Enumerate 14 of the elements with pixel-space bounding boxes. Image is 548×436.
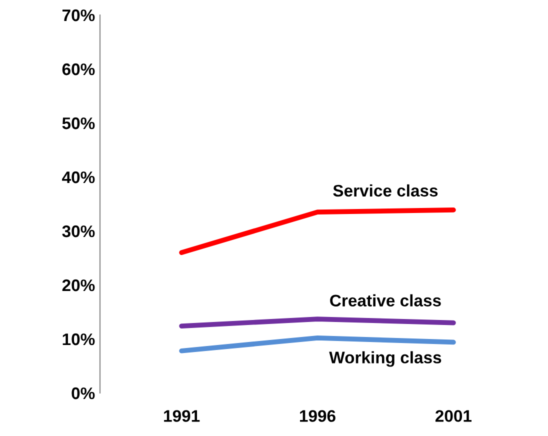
y-tick-label: 60% — [62, 63, 95, 76]
y-tick-label: 10% — [62, 333, 95, 346]
y-tick-label: 40% — [62, 171, 95, 184]
x-tick-label: 1996 — [300, 410, 336, 422]
y-tick-label: 30% — [62, 225, 95, 238]
y-tick-label: 70% — [62, 9, 95, 22]
y-tick-label: 0% — [72, 387, 95, 400]
series-label: Creative class — [330, 294, 441, 307]
x-tick-label: 1991 — [164, 410, 200, 422]
x-tick-label: 2001 — [435, 410, 472, 422]
y-tick-label: 50% — [62, 117, 95, 130]
y-tick-label: 20% — [62, 279, 95, 292]
series-label: Working class — [329, 351, 442, 367]
series-label: Service class — [333, 184, 438, 197]
